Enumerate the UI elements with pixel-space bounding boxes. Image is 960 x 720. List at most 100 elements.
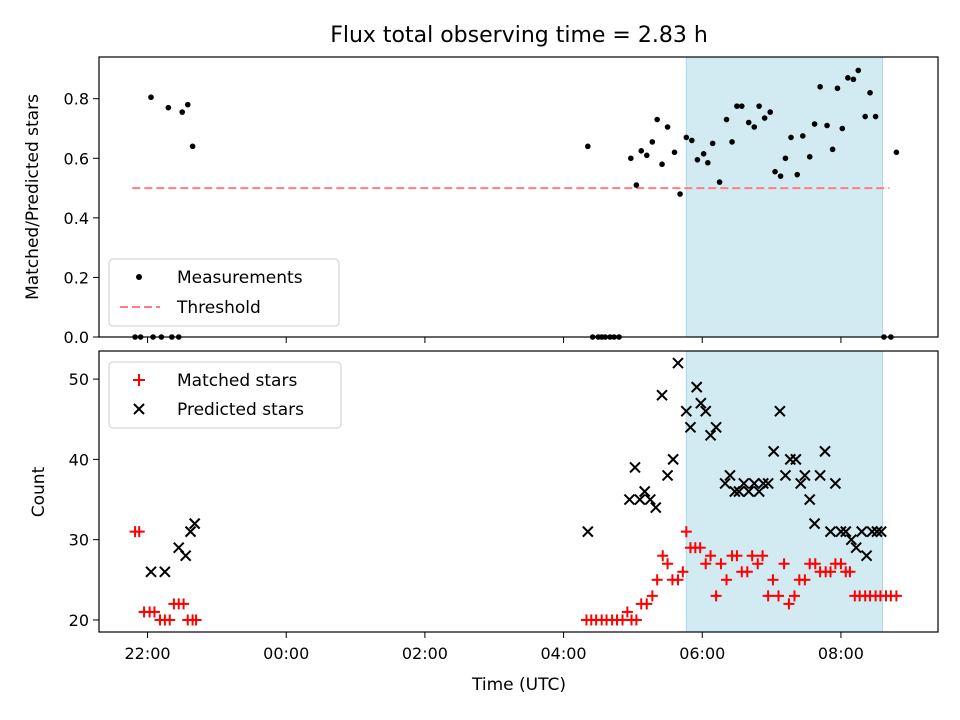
measurement-point	[184, 101, 191, 108]
predicted-stars-point	[790, 453, 802, 466]
predicted-stars-point	[824, 525, 837, 538]
top-y-axis: 0.0 0.2 0.4 0.6 0.8	[64, 90, 99, 347]
measurement-point	[677, 191, 683, 197]
predicted-stars-point	[582, 525, 594, 538]
predicted-stars-point	[629, 461, 641, 474]
bottom-plot-frame	[98, 350, 939, 633]
predicted-stars-point	[738, 477, 750, 490]
matched-stars-point	[164, 614, 176, 626]
measurement-point	[794, 171, 801, 178]
legend-predicted-label: Predicted stars	[177, 400, 304, 420]
predicted-stars-point	[767, 445, 780, 458]
top-highlight-span-layer	[685, 56, 884, 338]
predicted-stars-point	[748, 477, 760, 490]
x-tick-label: 02:00	[402, 644, 448, 663]
measurement-point	[867, 89, 873, 96]
predicted-stars-point	[680, 405, 693, 417]
predicted-stars-point	[779, 469, 792, 482]
measurement-point	[893, 149, 900, 156]
measurement-point	[723, 116, 730, 123]
matched-stars-point	[788, 590, 800, 602]
matched-stars-point	[641, 598, 653, 610]
predicted-stars-point	[704, 429, 717, 442]
highlight-span	[685, 56, 884, 338]
predicted-stars-point	[634, 493, 646, 506]
matched-stars-point	[835, 558, 847, 570]
predicted-stars-point	[819, 445, 831, 458]
measurement-points	[132, 67, 900, 340]
top-panel: 0.00.20.40.60.8 Matched/Predicted stars …	[23, 56, 939, 347]
measurement-point	[633, 182, 640, 188]
predicted-stars-point	[644, 493, 656, 506]
top-legend: Measurements Threshold	[108, 258, 340, 327]
predicted-stars-point	[860, 550, 873, 562]
predicted-stars-point	[695, 397, 707, 409]
matched-stars-point	[773, 590, 785, 602]
predicted-stars-point	[159, 566, 171, 578]
predicted-stars-point	[638, 485, 651, 498]
measurement-point	[628, 155, 634, 162]
measurement-point	[772, 168, 778, 175]
predicted-stars-point	[795, 477, 807, 490]
measurement-point	[745, 119, 752, 126]
y-tick-label: 0.2	[64, 268, 89, 287]
measurement-point	[850, 76, 857, 83]
predicted-stars-point	[661, 469, 674, 482]
measurement-point	[649, 139, 656, 145]
predicted-stars-point	[866, 525, 878, 538]
matched-stars-point	[662, 558, 674, 570]
measurement-point	[683, 134, 690, 141]
predicted-stars-point	[757, 477, 769, 490]
measurement-point	[709, 140, 716, 147]
matched-stars-point	[731, 550, 743, 562]
predicted-stars-point	[729, 485, 741, 498]
matched-stars-point	[757, 550, 769, 562]
matched-stars-point	[677, 566, 689, 578]
measurement-point	[855, 67, 862, 74]
matched-stars-point	[799, 574, 811, 586]
measurement-point	[829, 146, 836, 153]
matched-stars-point	[778, 558, 790, 570]
measurement-point	[811, 121, 818, 127]
predicted-stars-point	[871, 525, 883, 538]
legend-measurements-marker	[136, 274, 142, 280]
matched-stars-point	[694, 542, 706, 554]
predicted-stars-point	[804, 493, 816, 506]
measurement-point	[700, 151, 707, 157]
legend-predicted-marker	[133, 403, 145, 415]
measurement-point	[839, 125, 846, 132]
predicted-stars-point	[814, 469, 826, 482]
top-y-axis-label: Matched/Predicted stars	[23, 94, 43, 300]
measurement-point	[734, 103, 740, 109]
matched-stars-point	[710, 590, 722, 602]
x-tick-label: 04:00	[541, 644, 587, 663]
predicted-stars-point	[710, 421, 722, 433]
measurement-point	[872, 113, 879, 120]
matched-stars-point	[825, 566, 837, 578]
predicted-stars-point	[700, 405, 712, 417]
matched-stars-point	[178, 598, 190, 610]
predicted-stars-point	[808, 517, 821, 530]
y-tick-label: 0.8	[64, 90, 89, 109]
measurement-point	[845, 75, 851, 81]
top-x-axis	[147, 337, 842, 343]
measurement-point	[654, 116, 660, 123]
y-tick-label: 40	[69, 450, 89, 469]
measurement-point	[585, 143, 591, 150]
matched-stars-point	[721, 574, 733, 586]
measurement-point	[799, 133, 806, 139]
matched-stars-point	[133, 526, 145, 538]
matched-stars-point	[715, 558, 727, 570]
predicted-stars-point	[829, 477, 842, 490]
matched-stars-point	[767, 574, 779, 586]
bottom-legend-box	[108, 361, 342, 429]
measurement-point	[694, 156, 701, 163]
predicted-stars-point	[850, 541, 862, 554]
y-tick-label: 0.0	[64, 328, 89, 347]
predicted-stars-point	[762, 477, 774, 490]
predicted-stars-point	[650, 501, 662, 514]
top-legend-box	[108, 258, 340, 327]
matched-stars-point	[672, 574, 684, 586]
matched-stars-point	[752, 558, 764, 570]
